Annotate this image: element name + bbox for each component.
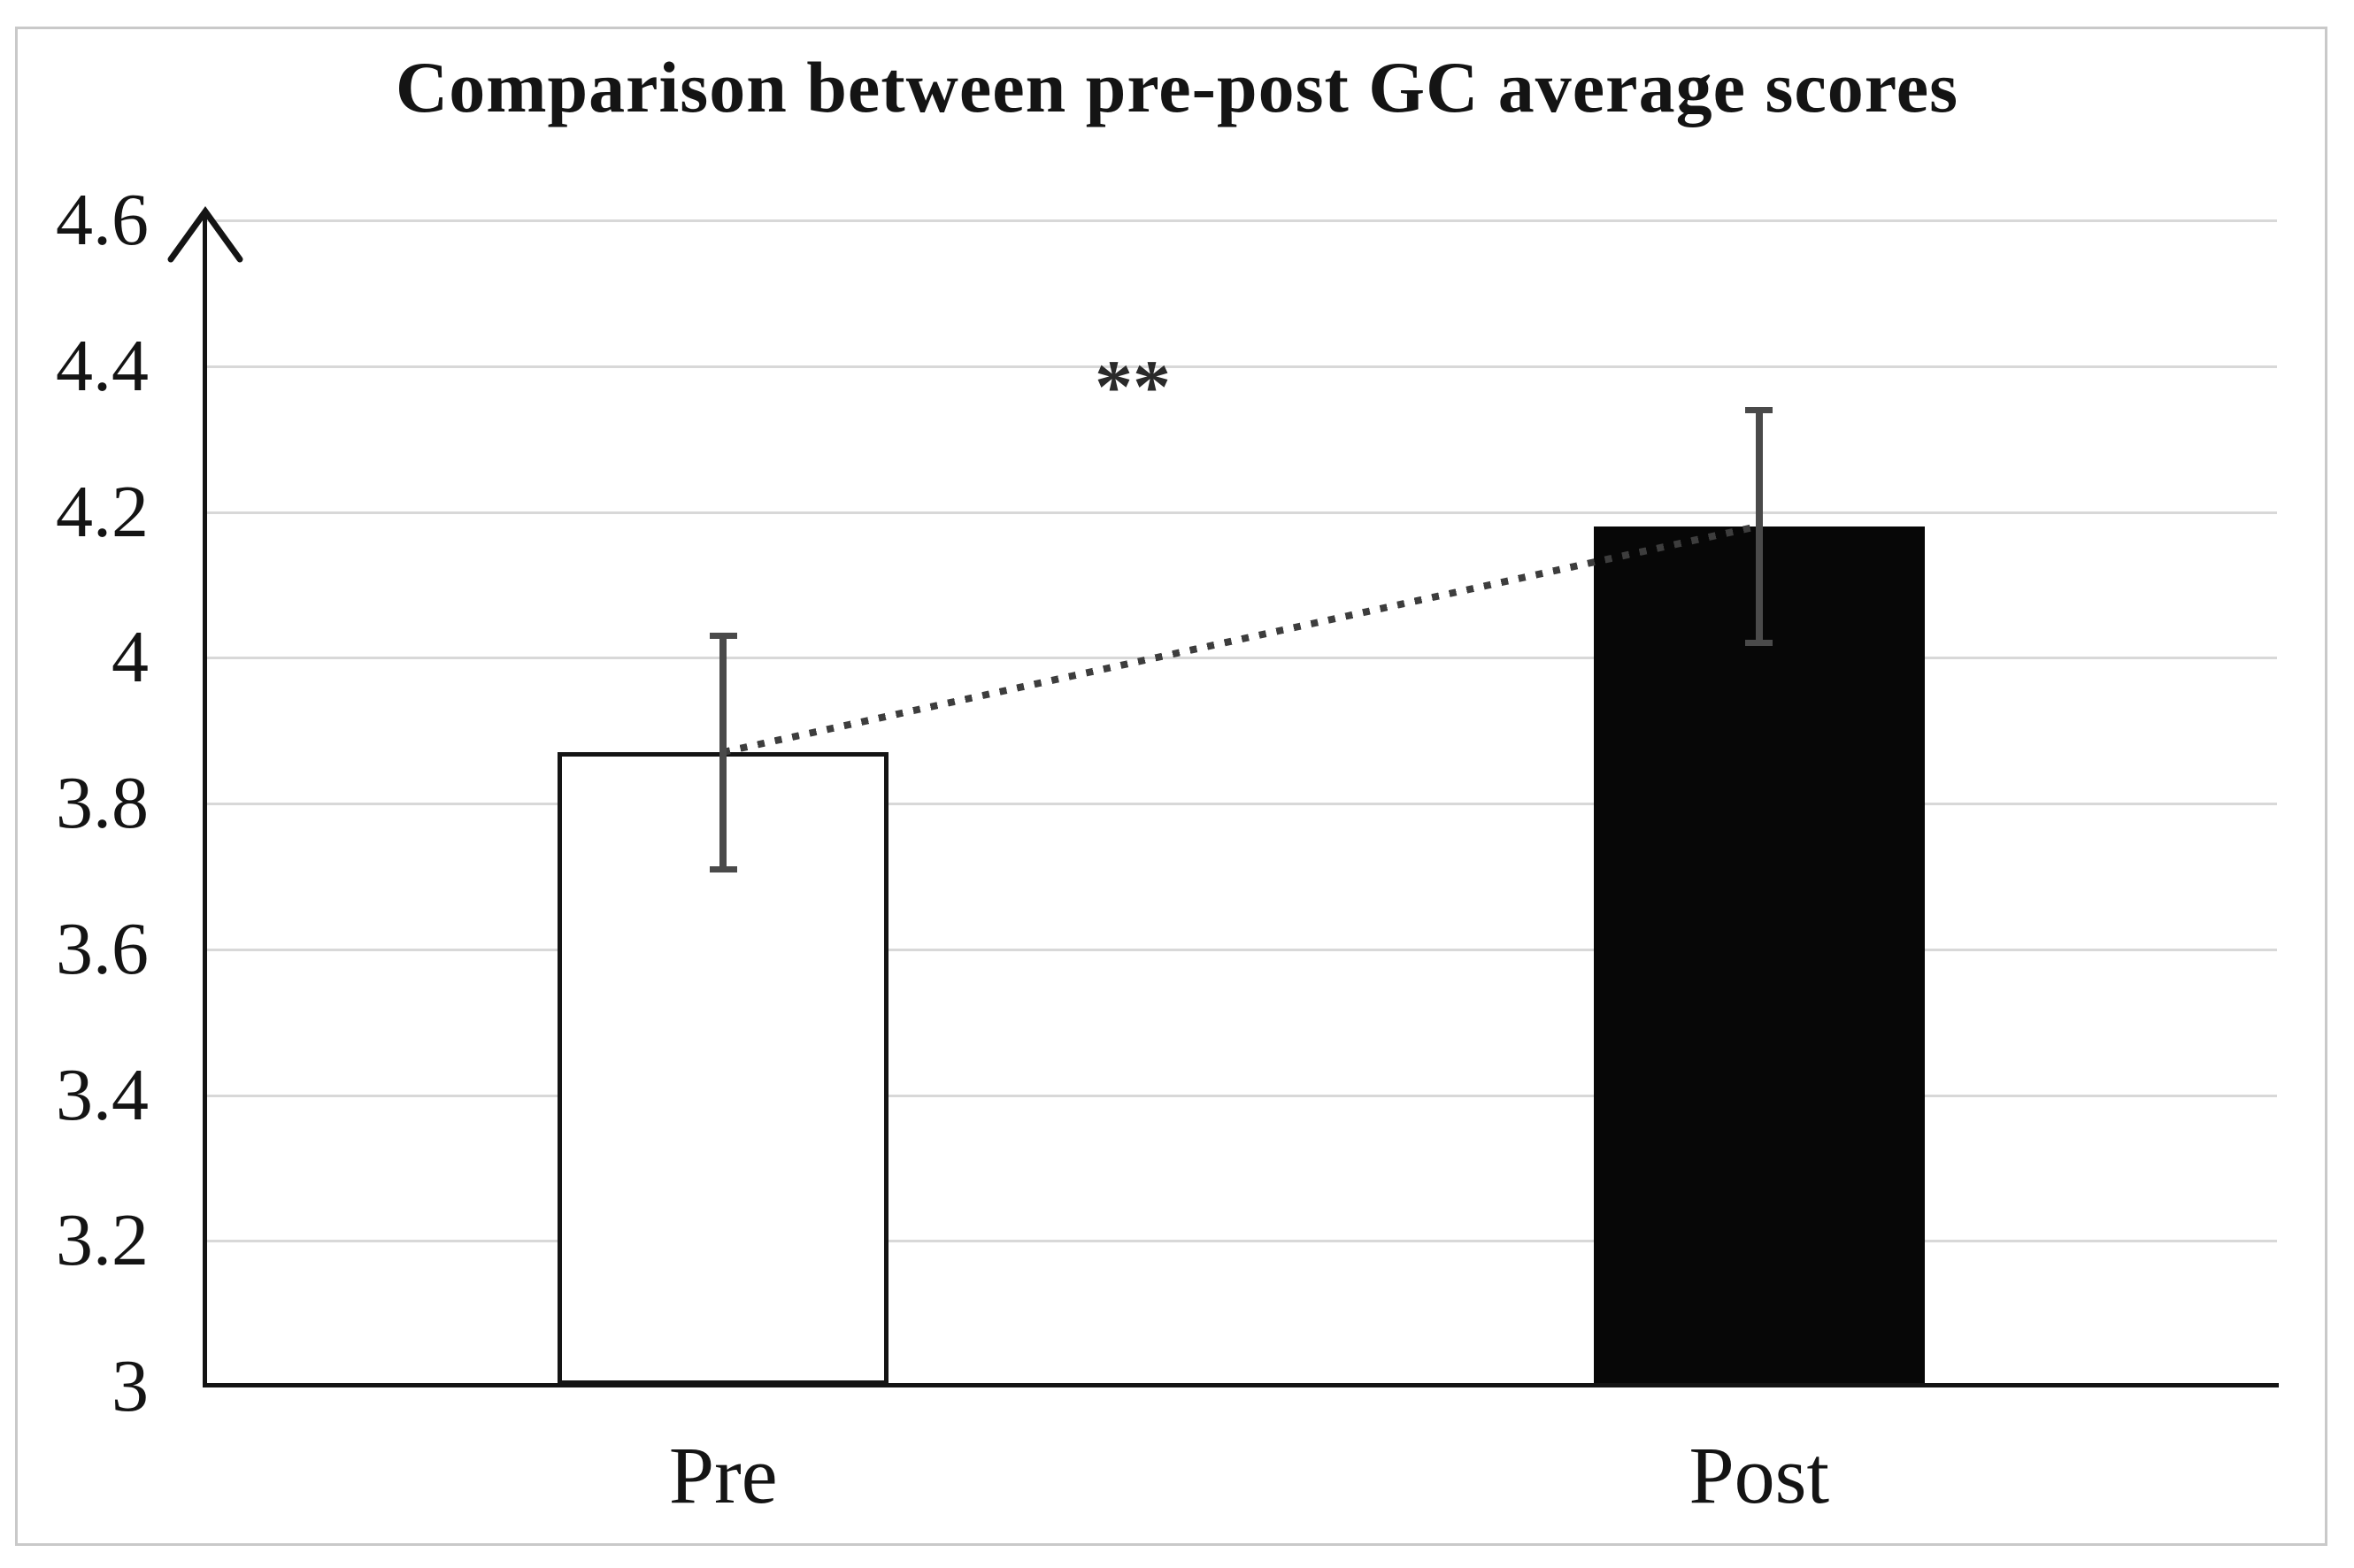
gridline-y-4.4 [205,365,2277,368]
x-category-label-pre: Pre [668,1430,778,1520]
y-axis-line [203,215,207,1387]
y-tick-label-3.8: 3.8 [56,762,149,844]
significance-marker: ** [1095,344,1171,429]
error-bar-cap-high [709,633,737,640]
y-tick-label-3.6: 3.6 [56,907,149,990]
figure-frame [15,27,2327,1546]
gridline-y-4.2 [205,511,2277,514]
gridline-y-4 [205,657,2277,660]
x-axis-line [203,1383,2279,1387]
y-tick-label-3.4: 3.4 [56,1053,149,1136]
gridline-y-3.8 [205,803,2277,805]
gridline-y-3.4 [205,1094,2277,1097]
y-tick-label-3.2: 3.2 [56,1199,149,1282]
y-axis-arrow-icon [167,206,243,263]
error-bar-pre [719,635,727,870]
bar-post [1593,526,1925,1385]
y-tick-label-4.2: 4.2 [56,470,149,553]
error-bar-cap-low [1745,640,1773,647]
y-tick-label-4.4: 4.4 [56,324,149,407]
chart-title: Comparison between pre-post GC average s… [396,47,1958,127]
error-bar-post [1755,410,1763,643]
gridline-y-3.6 [205,948,2277,951]
error-bar-cap-high [1745,406,1773,413]
x-category-label-post: Post [1689,1430,1830,1520]
error-bar-cap-low [709,865,737,872]
y-tick-label-3: 3 [112,1345,149,1427]
gridline-y-3.2 [205,1240,2277,1243]
y-tick-label-4.6: 4.6 [56,179,149,261]
gridline-y-4.6 [205,219,2277,222]
y-tick-label-4: 4 [112,616,149,699]
